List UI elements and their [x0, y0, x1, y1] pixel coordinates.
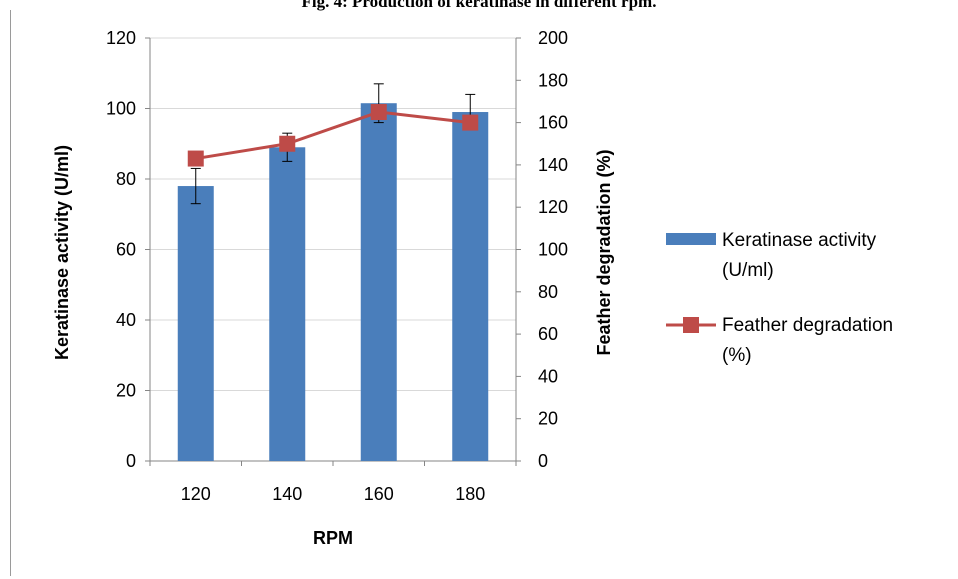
right-tick-label: 120 [538, 197, 568, 217]
right-tick-label: 60 [538, 324, 558, 344]
bar [360, 103, 397, 462]
line-marker [462, 114, 479, 131]
left-tick-label: 100 [106, 99, 136, 119]
line-marker [187, 150, 204, 167]
right-tick-label: 40 [538, 366, 558, 386]
legend-marker-feather [683, 317, 699, 333]
chart-frame [10, 10, 956, 576]
line-marker [370, 104, 387, 121]
bar [177, 186, 214, 462]
right-tick-label: 140 [538, 155, 568, 175]
left-tick-label: 60 [116, 240, 136, 260]
legend-label-feather: (%) [722, 345, 752, 366]
right-axis-title: Feather degradation (%) [594, 149, 614, 355]
legend-label-keratinase: Keratinase activity [722, 230, 877, 251]
left-tick-label: 40 [116, 310, 136, 330]
left-tick-label: 20 [116, 381, 136, 401]
left-tick-label: 80 [116, 169, 136, 189]
right-tick-label: 180 [538, 70, 568, 90]
bar [452, 112, 489, 462]
right-tick-label: 160 [538, 113, 568, 133]
right-tick-label: 200 [538, 28, 568, 48]
feather-degradation-line [195, 110, 471, 161]
x-tick-label: 140 [272, 484, 302, 504]
x-axis-title: RPM [313, 528, 353, 548]
legend-label-keratinase: (U/ml) [722, 260, 774, 281]
left-tick-label: 0 [126, 451, 136, 471]
left-tick-label: 120 [106, 28, 136, 48]
bar [269, 147, 306, 461]
right-tick-label: 20 [538, 409, 558, 429]
legend-label-feather: Feather degradation [722, 315, 893, 336]
right-tick-label: 100 [538, 240, 568, 260]
line-marker [279, 135, 296, 152]
x-tick-label: 160 [364, 484, 394, 504]
x-tick-label: 180 [455, 484, 485, 504]
right-tick-label: 80 [538, 282, 558, 302]
left-axis-title: Keratinase activity (U/ml) [52, 145, 72, 360]
legend-swatch-keratinase [666, 233, 716, 245]
x-tick-label: 120 [181, 484, 211, 504]
figure-caption: Fig. 4: Production of keratinase in diff… [301, 0, 657, 11]
right-tick-label: 0 [538, 451, 548, 471]
